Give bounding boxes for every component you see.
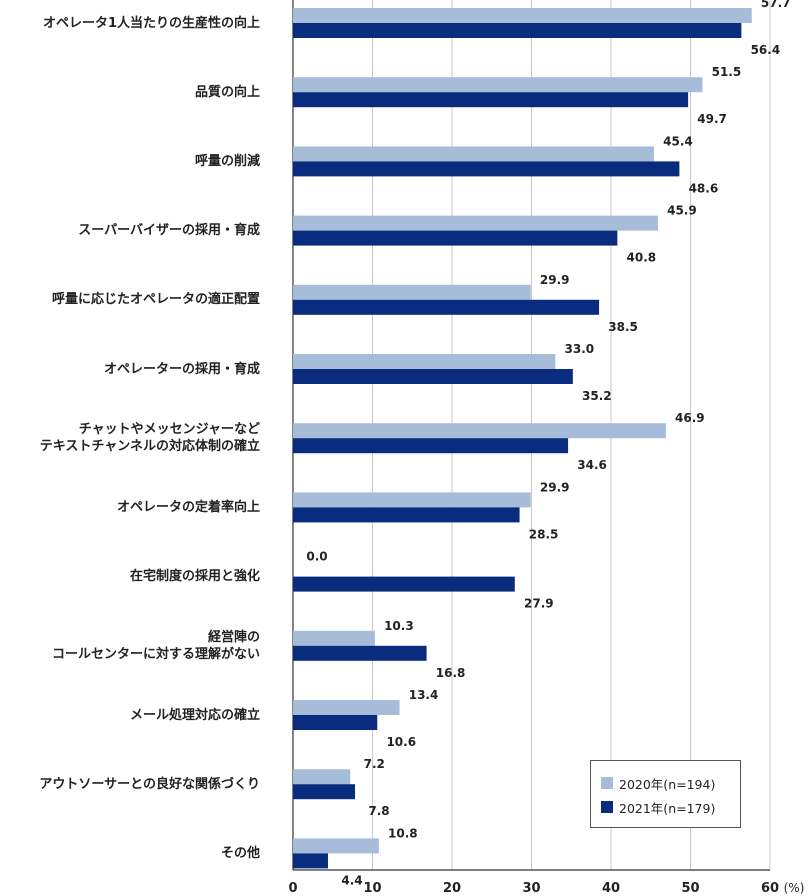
data-label: 29.9 (540, 273, 570, 287)
category-label-line: その他 (220, 845, 260, 861)
bar-2021 (293, 23, 742, 38)
category-label: 経営陣の コールセンターに対する理解がない (0, 629, 260, 663)
legend-label-2020: 2020年(n=194) (619, 776, 716, 792)
x-axis-unit: (%) (784, 881, 805, 895)
category-label: オペレータの定着率向上 (0, 499, 260, 516)
data-label: 48.6 (689, 181, 719, 195)
bar-2020 (293, 284, 531, 300)
category-label-line: オペレータの定着率向上 (116, 499, 260, 515)
bar-2020 (293, 630, 375, 646)
bar-2021 (293, 299, 600, 315)
category-label-line: オペレーターの採用・育成 (103, 361, 260, 377)
category-label: スーパーバイザーの採用・育成 (0, 222, 260, 239)
x-tick-label: 30 (522, 881, 540, 896)
data-label: 10.8 (388, 826, 418, 840)
bar-2021 (293, 645, 427, 661)
data-label: 46.9 (675, 411, 705, 425)
bar-2020 (293, 838, 379, 854)
legend-swatch-2021 (601, 801, 613, 813)
bar-2021 (293, 507, 520, 523)
bar-2020 (293, 700, 400, 715)
category-label: チャットやメッセンジャーなど テキストチャンネルの対応体制の確立 (0, 421, 260, 455)
legend-swatch-2020 (601, 777, 613, 789)
data-label: 49.7 (697, 112, 727, 126)
category-label-line: 呼量の削減 (194, 153, 260, 169)
category-label-line: メール処理対応の確立 (129, 707, 260, 723)
data-label: 45.4 (663, 134, 693, 148)
bar-2020 (293, 146, 654, 162)
data-label: 4.4 (341, 873, 362, 887)
category-label: オペレーターの採用・育成 (0, 361, 260, 378)
category-label-line: スーパーバイザーの採用・育成 (78, 223, 260, 239)
category-label: 呼量の削減 (0, 153, 260, 170)
data-label: 38.5 (608, 320, 638, 334)
x-tick-label: 20 (443, 881, 461, 896)
bar-2021 (293, 438, 569, 454)
category-label: 呼量に応じたオペレータの適正配置 (0, 291, 260, 308)
x-tick-label: 0 (288, 881, 297, 896)
data-label: 13.4 (409, 688, 439, 702)
x-tick-label: 60 (761, 881, 779, 896)
data-label: 33.0 (565, 342, 595, 356)
category-label-line: 在宅制度の採用と強化 (129, 569, 260, 585)
data-label: 10.6 (386, 735, 416, 749)
data-label: 7.8 (368, 804, 389, 818)
data-label: 56.4 (751, 43, 781, 57)
x-tick-label: 50 (681, 881, 699, 896)
legend-item-2021: 2021年(n=179) (601, 799, 716, 816)
data-label: 57.7 (761, 0, 791, 10)
data-label: 29.9 (540, 480, 570, 494)
data-label: 40.8 (627, 251, 657, 265)
bar-2021 (293, 369, 573, 384)
category-label-line: 呼量に応じたオペレータの適正配置 (51, 292, 260, 308)
category-label: その他 (0, 845, 260, 862)
data-label: 27.9 (524, 597, 554, 611)
x-tick-label: 40 (602, 881, 620, 896)
data-label: 28.5 (529, 527, 559, 541)
data-label: 7.2 (364, 757, 385, 771)
bar-2020 (293, 769, 351, 785)
data-label: 10.3 (384, 619, 414, 633)
bar-2020 (293, 492, 531, 508)
category-label-line: オペレータ1人当たりの生産性の向上 (42, 15, 260, 31)
category-label-line: アウトソーサーとの良好な関係づくり (39, 776, 260, 792)
category-label: オペレータ1人当たりの生産性の向上 (0, 15, 260, 32)
category-label-line: テキストチャンネルの対応体制の確立 (39, 439, 260, 455)
bar-2020 (293, 8, 752, 23)
category-label: メール処理対応の確立 (0, 707, 260, 724)
bar-2021 (293, 576, 515, 592)
data-label: 34.6 (577, 458, 607, 472)
bar-2021 (293, 161, 680, 177)
chart-legend: 2020年(n=194) 2021年(n=179) (590, 760, 741, 828)
data-label: 51.5 (712, 65, 742, 79)
data-label: 16.8 (436, 666, 466, 680)
x-tick-label: 10 (363, 881, 381, 896)
legend-label-2021: 2021年(n=179) (619, 800, 716, 816)
category-label: 品質の向上 (0, 84, 260, 101)
bar-2021 (293, 715, 378, 730)
data-label: 0.0 (306, 550, 327, 564)
bar-2020 (293, 423, 666, 439)
bar-2021 (293, 92, 689, 108)
legend-item-2020: 2020年(n=194) (601, 775, 716, 792)
bar-2020 (293, 215, 658, 231)
bar-2020 (293, 77, 703, 93)
category-label-line: チャットやメッセンジャーなど (78, 422, 260, 438)
category-label: アウトソーサーとの良好な関係づくり (0, 776, 260, 793)
category-label-line: 品質の向上 (194, 84, 260, 100)
bar-2020 (293, 354, 556, 369)
bar-2021 (293, 784, 356, 800)
category-label-line: 経営陣の (207, 629, 260, 645)
data-label: 45.9 (667, 204, 697, 218)
bar-2021 (293, 230, 618, 246)
category-label: 在宅制度の採用と強化 (0, 568, 260, 585)
bar-2021 (293, 853, 328, 869)
data-label: 35.2 (582, 389, 612, 403)
category-label-line: コールセンターに対する理解がない (51, 646, 260, 662)
